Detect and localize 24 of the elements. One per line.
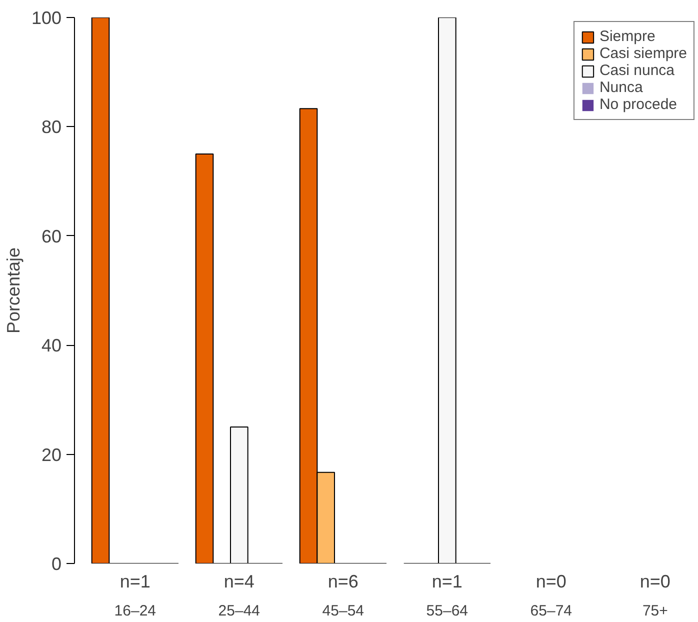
x-tick-label: 25–44 xyxy=(218,602,260,620)
legend-label: Nunca xyxy=(599,79,643,96)
text: n=0 xyxy=(536,572,566,592)
legend-label: Casi siempre xyxy=(599,45,687,62)
text: n=4 xyxy=(224,572,254,592)
y-tick-label: 80 xyxy=(41,117,62,138)
y-tick-label: 0 xyxy=(51,554,62,574)
text: n=6 xyxy=(328,572,358,592)
y-tick-label: 20 xyxy=(41,444,62,465)
y-tick-label: 100 xyxy=(31,8,62,28)
text: n=1 xyxy=(432,572,462,592)
x-tick-label: 55–64 xyxy=(426,602,468,620)
text: n=0 xyxy=(640,572,670,592)
x-tick-label: 75+ xyxy=(642,602,668,620)
legend-label: Siempre xyxy=(599,28,656,45)
x-tick-label: 45–54 xyxy=(322,602,364,620)
y-tick-label: 40 xyxy=(41,336,62,356)
y-tick-label: 60 xyxy=(41,226,62,246)
y-axis-title: Porcentaje xyxy=(3,247,24,334)
x-tick-label: 16–24 xyxy=(114,602,156,620)
text: n=1 xyxy=(120,572,150,592)
x-tick-label: 65–74 xyxy=(530,602,572,620)
legend-label: No procede xyxy=(599,96,678,113)
legend-label: Casi nunca xyxy=(599,62,675,79)
